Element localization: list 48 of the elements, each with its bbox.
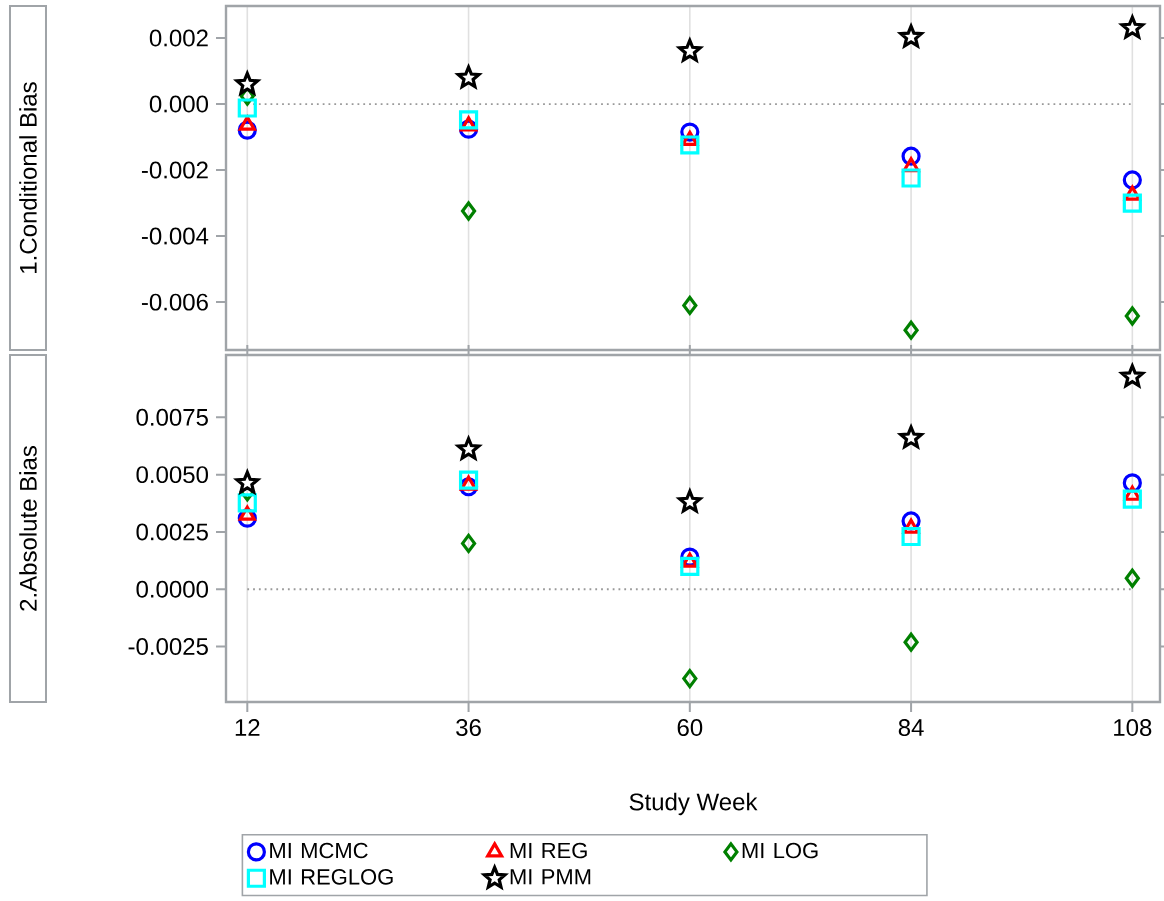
point xyxy=(682,669,698,689)
point xyxy=(460,201,477,221)
x-tick-label: 12 xyxy=(235,719,260,736)
y-axis-title: 1.Conditional Bias xyxy=(19,82,37,273)
point xyxy=(233,69,262,97)
point xyxy=(680,556,700,576)
x-tick-label: 60 xyxy=(677,719,703,737)
point xyxy=(680,135,700,155)
y-axis-title: 2.Absolute Bias xyxy=(19,446,37,611)
x-tick-label: 108 xyxy=(1114,719,1152,737)
point xyxy=(675,487,704,515)
point xyxy=(237,493,257,513)
point xyxy=(1122,193,1142,213)
y-tick-label: -0.0025 xyxy=(128,638,208,655)
point xyxy=(460,533,477,553)
point xyxy=(1122,489,1142,509)
point xyxy=(233,468,262,496)
y-tick-label: -0.006 xyxy=(141,293,208,311)
point xyxy=(903,632,919,652)
point xyxy=(675,36,704,64)
legend-label: MI MCMC xyxy=(270,842,368,859)
point xyxy=(458,110,479,130)
x-tick-label: 84 xyxy=(898,719,924,737)
point xyxy=(1124,306,1140,326)
y-tick-label: 0.002 xyxy=(149,29,208,47)
y-tick-label: -0.004 xyxy=(141,227,209,245)
point xyxy=(682,295,698,316)
point xyxy=(1118,362,1147,389)
x-tick-label: 36 xyxy=(456,719,481,737)
y-tick-label: 0.0025 xyxy=(136,523,208,541)
x-axis-title: Study Week xyxy=(629,792,758,816)
point xyxy=(903,320,919,340)
legend-label: MI PMM xyxy=(510,869,591,885)
y-tick-label: 0.000 xyxy=(149,95,208,113)
point xyxy=(1118,13,1147,41)
point xyxy=(901,168,921,188)
point xyxy=(901,526,921,547)
legend-label: MI REG xyxy=(510,842,587,859)
point xyxy=(458,470,479,490)
point xyxy=(237,98,257,118)
y-tick-label: 0.0000 xyxy=(136,580,208,598)
point xyxy=(1124,568,1140,588)
legend-label: MI REGLOG xyxy=(270,869,393,885)
y-tick-label: -0.002 xyxy=(141,161,208,179)
point xyxy=(454,63,483,90)
legend-label: MI LOG xyxy=(742,842,818,859)
y-tick-label: 0.0075 xyxy=(136,408,208,426)
y-tick-label: 0.0050 xyxy=(136,466,208,484)
